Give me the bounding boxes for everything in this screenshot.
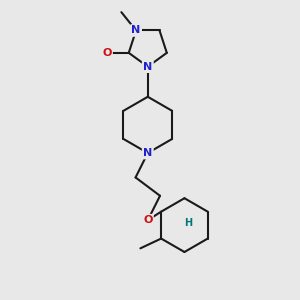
Text: O: O xyxy=(143,215,152,225)
Text: N: N xyxy=(131,26,141,35)
Text: O: O xyxy=(102,48,112,58)
Text: H: H xyxy=(184,218,192,228)
Text: N: N xyxy=(143,62,152,72)
Text: N: N xyxy=(143,148,152,158)
